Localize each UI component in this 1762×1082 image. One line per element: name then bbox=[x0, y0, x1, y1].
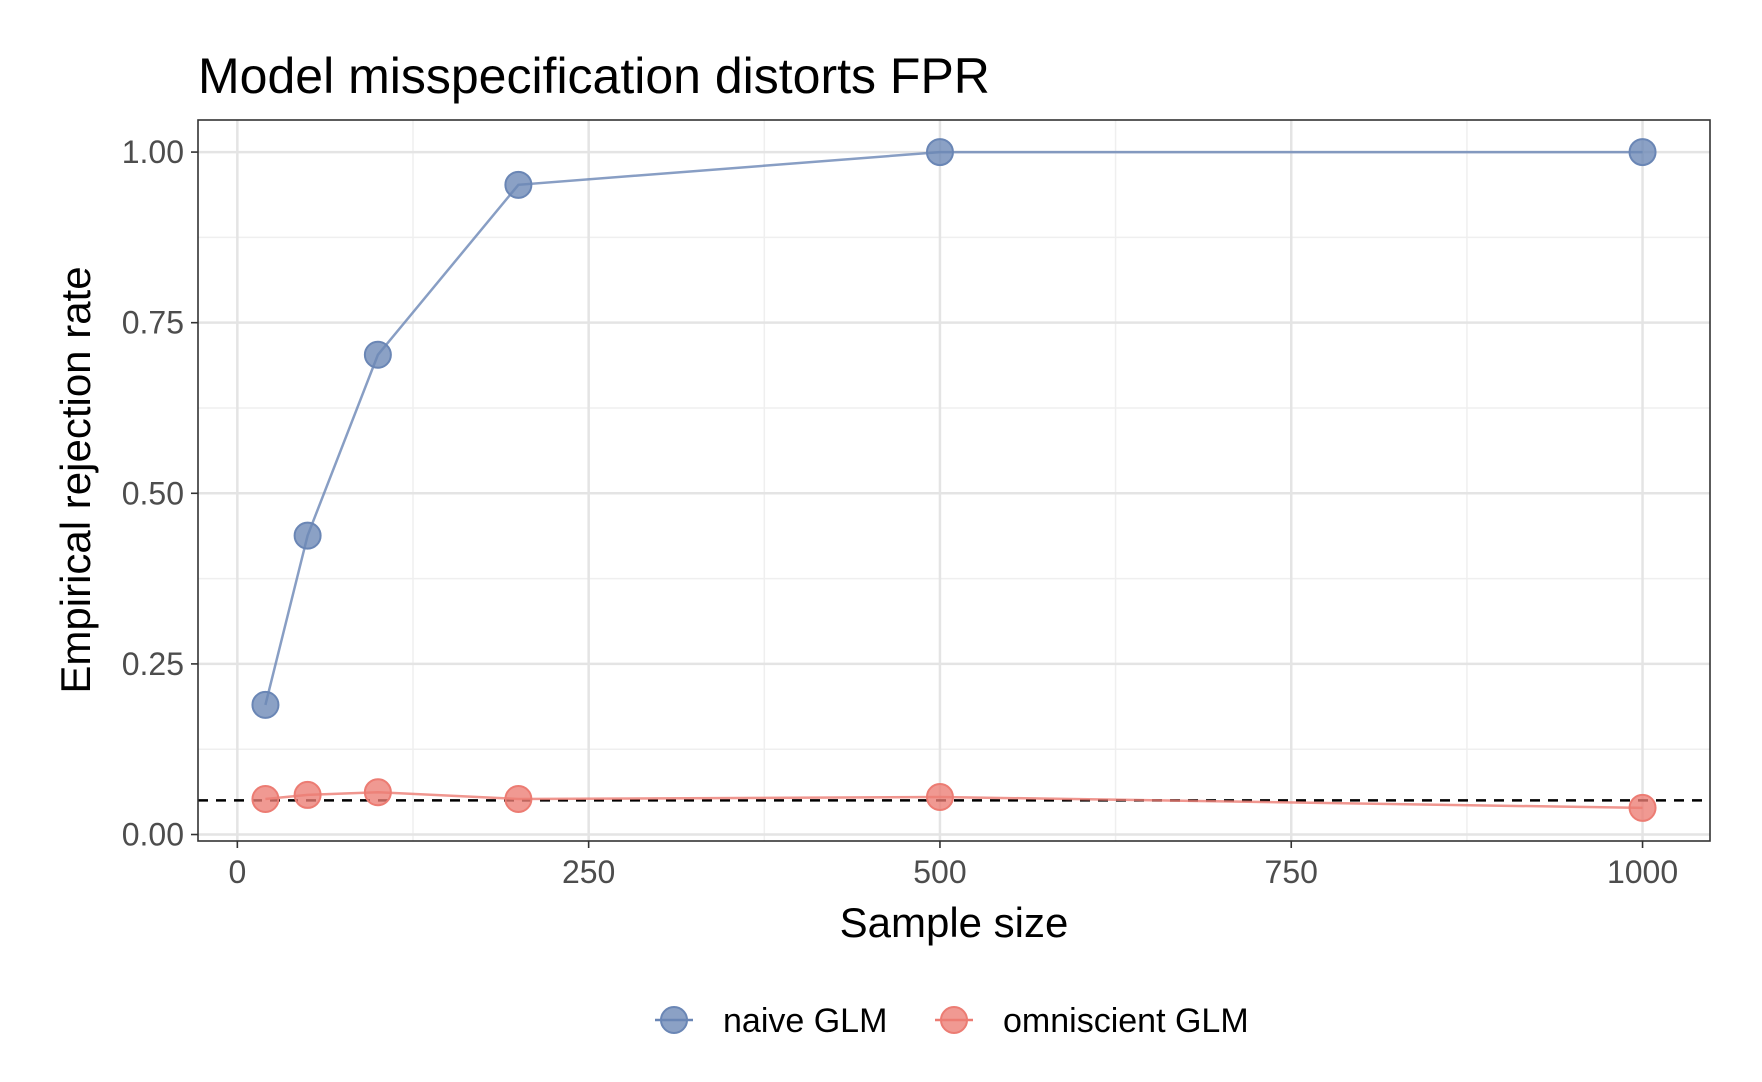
x-tick-label: 0 bbox=[228, 854, 246, 890]
data-point-series-0 bbox=[251, 690, 280, 719]
data-point-series-0 bbox=[363, 340, 392, 369]
data-point-series-1 bbox=[363, 778, 392, 807]
data-point-series-0 bbox=[504, 170, 533, 199]
y-tick-label: 0.50 bbox=[122, 475, 184, 511]
legend-key-marker-0 bbox=[660, 1006, 688, 1034]
y-tick-label: 0.00 bbox=[122, 817, 184, 853]
x-tick-label: 750 bbox=[1265, 854, 1318, 890]
chart-title: Model misspecification distorts FPR bbox=[198, 48, 990, 104]
y-axis-title: Empirical rejection rate bbox=[52, 266, 99, 693]
x-tick-label: 500 bbox=[913, 854, 966, 890]
legend: naive GLM omniscient GLM bbox=[655, 1002, 1249, 1040]
series-line-0 bbox=[264, 150, 1643, 706]
y-tick-label: 0.75 bbox=[122, 305, 184, 341]
legend-key-marker-1 bbox=[940, 1006, 968, 1034]
x-tick-label: 250 bbox=[562, 854, 615, 890]
plot-panel-border bbox=[197, 119, 1711, 842]
data-point-series-1 bbox=[925, 782, 954, 811]
grid-layer bbox=[198, 120, 1710, 841]
data-point-series-1 bbox=[504, 785, 533, 814]
axis-layer: 0 250 500 750 1000 0.00 0.25 0.50 0.75 1.00 bbox=[122, 134, 1678, 890]
data-point-series-0 bbox=[1628, 138, 1657, 167]
data-point-series-0 bbox=[293, 521, 322, 550]
data-point-series-0 bbox=[925, 138, 954, 167]
legend-label-0: naive GLM bbox=[723, 1002, 887, 1040]
x-axis-title: Sample size bbox=[840, 899, 1069, 946]
x-tick-label: 1000 bbox=[1607, 854, 1678, 890]
data-point-series-1 bbox=[1628, 793, 1657, 822]
y-tick-label: 1.00 bbox=[122, 134, 184, 170]
data-point-series-1 bbox=[293, 780, 322, 809]
series-layer bbox=[251, 138, 1657, 822]
data-point-series-1 bbox=[251, 785, 280, 814]
y-tick-label: 0.25 bbox=[122, 646, 184, 682]
legend-label-1: omniscient GLM bbox=[1003, 1002, 1249, 1040]
